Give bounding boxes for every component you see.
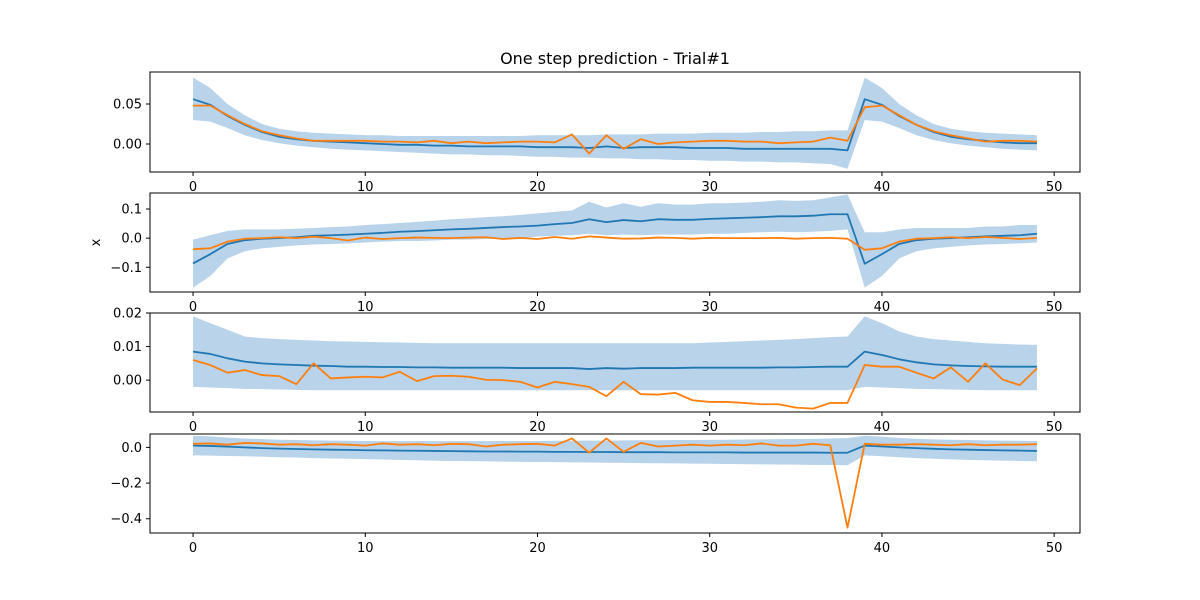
mean-line [192,213,1038,265]
x-tick-label: 10 [357,420,374,435]
x-tick-label: 30 [701,180,718,195]
x-tick-label: 50 [1046,300,1063,315]
x-tick-label: 0 [189,300,197,315]
uncertainty-band [193,194,1037,288]
x-tick-label: 20 [529,300,546,315]
x-tick-label: 40 [874,300,891,315]
x-tick-label: 40 [874,541,891,556]
x-tick-label: 0 [189,180,197,195]
x-tick-label: 30 [701,420,718,435]
subplots: 0 10 20 30 40 500.000.050 10 20 30 40 50−0.10.00.1… [89,71,1081,556]
y-tick-label: −0.1 [110,261,142,276]
uncertainty-band [193,316,1037,391]
x-tick-label: 10 [357,180,374,195]
observed-line [193,235,1038,251]
subplot-4: 0 10 20 30 40 50 −0.4 −0.2 0.0 [110,433,1081,556]
observed-line [193,104,1037,155]
mean-line [192,350,1037,370]
y-tick-label: −0.2 [110,477,142,492]
y-tick-label: 0.1 [121,203,142,218]
x-tick-label: 40 [874,180,891,195]
y-tick-label: −0.4 [110,512,142,527]
x-tick-label: 20 [529,420,546,435]
plot-area [193,435,1037,529]
uncertainty-band [193,435,1037,466]
plot-area [192,194,1038,288]
x-tick-label: 40 [874,420,891,435]
x-tick-label: 20 [529,180,546,195]
x-tick-label: 0 [189,541,197,556]
y-tick-label: 0.0 [121,232,142,247]
y-tick-label: 0.02 [113,307,142,322]
y-tick-label: 0.0 [121,441,142,456]
x-tick-label: 30 [701,541,718,556]
x-tick-label: 30 [701,300,718,315]
y-axis-label: x [89,238,104,246]
x-tick-label: 20 [529,541,546,556]
plot-area [192,77,1037,169]
uncertainty-band [193,77,1037,169]
y-tick-label: 0.00 [113,374,142,389]
mean-line [193,444,1037,454]
plot-area [192,316,1038,410]
axes-frame [149,192,1081,293]
y-tick-label: 0.05 [113,98,142,113]
axes-frame [149,71,1081,173]
y-tick-label: 0.01 [113,340,142,355]
x-tick-label: 50 [1046,541,1063,556]
observed-line [192,359,1038,410]
subplot-1: 0 10 20 30 40 50 0.00 0.05 [113,71,1081,195]
x-tick-label: 50 [1046,180,1063,195]
x-tick-label: 0 [189,420,197,435]
subplot-3: 0 10 20 30 40 50 0.00 0.01 0.02 [113,307,1081,435]
x-tick-label: 10 [357,541,374,556]
observed-line [193,437,1037,529]
x-tick-label: 10 [357,300,374,315]
y-tick-label: 0.00 [113,138,142,153]
x-tick-label: 50 [1046,420,1063,435]
subplot-2: 0 10 20 30 40 50 −0.1 0.0 0.1 x [89,192,1081,315]
axes-frame [149,312,1081,413]
figure-title: One step prediction - Trial#1 [500,49,730,68]
